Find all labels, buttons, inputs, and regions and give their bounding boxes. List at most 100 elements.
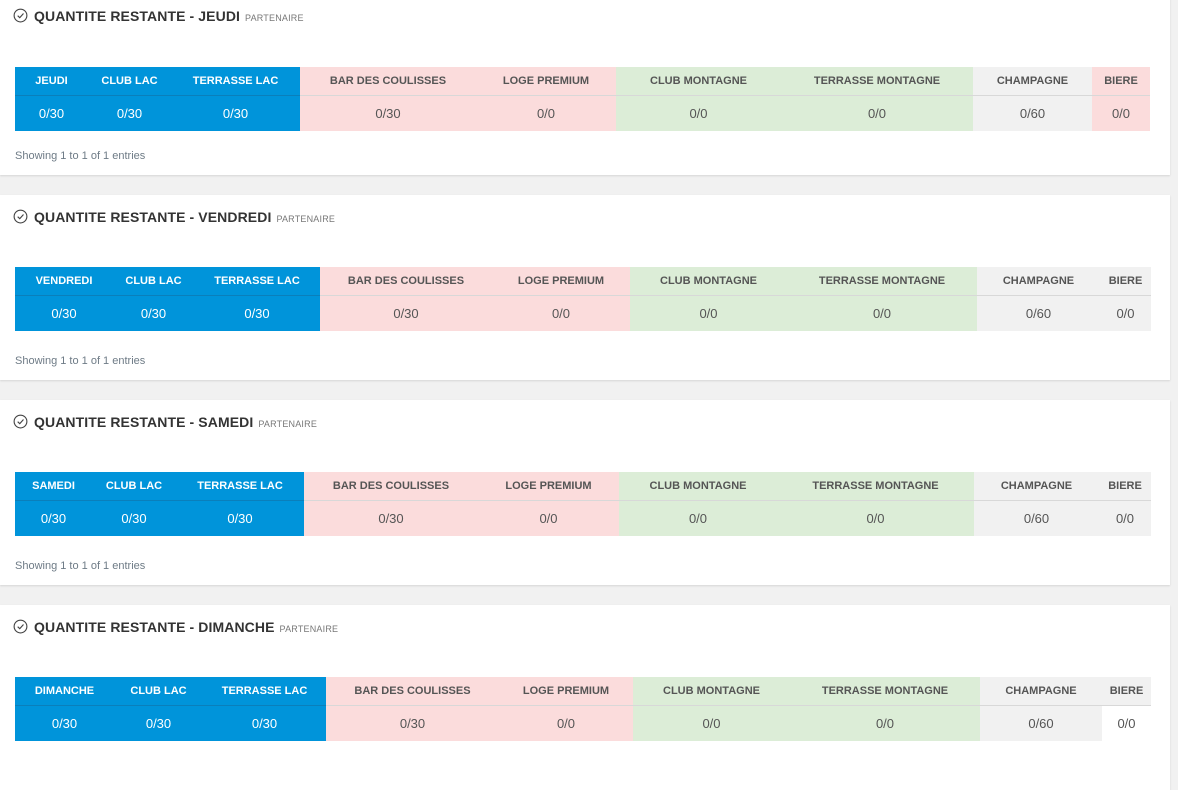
section-subtitle: PARTENAIRE: [245, 13, 304, 23]
table-info: Showing 1 to 1 of 1 entries: [15, 150, 146, 162]
cell-biere: 0/0: [1099, 500, 1151, 536]
cell-club-lac: 0/30: [92, 500, 176, 536]
column-header-day[interactable]: VENDREDI: [15, 267, 113, 296]
column-header-loge-premium[interactable]: LOGE PREMIUM: [499, 677, 633, 706]
table-row: 0/30 0/30 0/30 0/30 0/0 0/0 0/0 0/60 0/0: [15, 500, 1151, 536]
cell-club-lac: 0/30: [114, 705, 203, 741]
cell-terrasse-montagne: 0/0: [790, 705, 980, 741]
cell-terrasse-montagne: 0/0: [777, 500, 974, 536]
quantity-table: JEUDI CLUB LAC TERRASSE LAC BAR DES COUL…: [15, 67, 1150, 131]
cell-terrasse-lac: 0/30: [194, 295, 320, 331]
column-header-club-lac[interactable]: CLUB LAC: [114, 677, 203, 706]
column-header-loge-premium[interactable]: LOGE PREMIUM: [492, 267, 630, 296]
check-circle-icon: [13, 8, 28, 23]
column-header-terrasse-lac[interactable]: TERRASSE LAC: [203, 677, 326, 706]
cell-bar-des-coulisses: 0/30: [304, 500, 478, 536]
cell-club-lac: 0/30: [113, 295, 194, 331]
cell-champagne: 0/60: [974, 500, 1099, 536]
column-header-biere[interactable]: BIERE: [1092, 67, 1150, 96]
column-header-terrasse-montagne[interactable]: TERRASSE MONTAGNE: [777, 472, 974, 501]
column-header-club-lac[interactable]: CLUB LAC: [88, 67, 171, 96]
section-header: QUANTITE RESTANTE - SAMEDI PARTENAIRE: [13, 412, 317, 434]
check-circle-icon: [13, 414, 28, 429]
column-header-champagne[interactable]: CHAMPAGNE: [973, 67, 1092, 96]
column-header-terrasse-lac[interactable]: TERRASSE LAC: [176, 472, 304, 501]
column-header-club-montagne[interactable]: CLUB MONTAGNE: [630, 267, 787, 296]
section-title: QUANTITE RESTANTE - DIMANCHE: [34, 619, 275, 635]
cell-club-montagne: 0/0: [633, 705, 790, 741]
cell-terrasse-montagne: 0/0: [787, 295, 977, 331]
column-header-bar-des-coulisses[interactable]: BAR DES COULISSES: [320, 267, 492, 296]
cell-terrasse-lac: 0/30: [171, 95, 300, 131]
cell-day: 0/30: [15, 705, 114, 741]
section-header: QUANTITE RESTANTE - VENDREDI PARTENAIRE: [13, 207, 335, 229]
cell-loge-premium: 0/0: [499, 705, 633, 741]
cell-terrasse-lac: 0/30: [203, 705, 326, 741]
section-header: QUANTITE RESTANTE - DIMANCHE PARTENAIRE: [13, 617, 338, 639]
column-header-champagne[interactable]: CHAMPAGNE: [980, 677, 1102, 706]
cell-loge-premium: 0/0: [492, 295, 630, 331]
table-row: 0/30 0/30 0/30 0/30 0/0 0/0 0/0 0/60 0/0: [15, 705, 1151, 741]
cell-club-montagne: 0/0: [630, 295, 787, 331]
cell-bar-des-coulisses: 0/30: [320, 295, 492, 331]
column-header-club-lac[interactable]: CLUB LAC: [113, 267, 194, 296]
table-info: Showing 1 to 1 of 1 entries: [15, 355, 146, 367]
quantity-table: DIMANCHE CLUB LAC TERRASSE LAC BAR DES C…: [15, 677, 1151, 741]
cell-champagne: 0/60: [980, 705, 1102, 741]
check-circle-icon: [13, 209, 28, 224]
column-header-loge-premium[interactable]: LOGE PREMIUM: [478, 472, 619, 501]
cell-biere: 0/0: [1102, 705, 1151, 741]
table-header-row: DIMANCHE CLUB LAC TERRASSE LAC BAR DES C…: [15, 677, 1151, 706]
column-header-club-montagne[interactable]: CLUB MONTAGNE: [616, 67, 781, 96]
cell-champagne: 0/60: [973, 95, 1092, 131]
quantity-table: VENDREDI CLUB LAC TERRASSE LAC BAR DES C…: [15, 267, 1151, 331]
cell-day: 0/30: [15, 95, 88, 131]
cell-biere: 0/0: [1100, 295, 1151, 331]
column-header-terrasse-montagne[interactable]: TERRASSE MONTAGNE: [790, 677, 980, 706]
cell-day: 0/30: [15, 500, 92, 536]
table-row: 0/30 0/30 0/30 0/30 0/0 0/0 0/0 0/60 0/0: [15, 295, 1151, 331]
column-header-terrasse-lac[interactable]: TERRASSE LAC: [194, 267, 320, 296]
section-title: QUANTITE RESTANTE - VENDREDI: [34, 209, 272, 225]
section-jeudi: QUANTITE RESTANTE - JEUDI PARTENAIRE JEU…: [0, 0, 1170, 175]
column-header-club-montagne[interactable]: CLUB MONTAGNE: [619, 472, 777, 501]
cell-club-lac: 0/30: [88, 95, 171, 131]
column-header-terrasse-montagne[interactable]: TERRASSE MONTAGNE: [787, 267, 977, 296]
cell-loge-premium: 0/0: [478, 500, 619, 536]
column-header-day[interactable]: JEUDI: [15, 67, 88, 96]
cell-bar-des-coulisses: 0/30: [300, 95, 476, 131]
column-header-terrasse-montagne[interactable]: TERRASSE MONTAGNE: [781, 67, 973, 96]
table-info: Showing 1 to 1 of 1 entries: [15, 560, 146, 572]
column-header-day[interactable]: DIMANCHE: [15, 677, 114, 706]
column-header-club-lac[interactable]: CLUB LAC: [92, 472, 176, 501]
section-samedi: QUANTITE RESTANTE - SAMEDI PARTENAIRE SA…: [0, 400, 1170, 585]
cell-club-montagne: 0/0: [619, 500, 777, 536]
column-header-loge-premium[interactable]: LOGE PREMIUM: [476, 67, 616, 96]
column-header-day[interactable]: SAMEDI: [15, 472, 92, 501]
section-subtitle: PARTENAIRE: [258, 419, 318, 429]
section-header: QUANTITE RESTANTE - JEUDI PARTENAIRE: [13, 6, 304, 28]
section-vendredi: QUANTITE RESTANTE - VENDREDI PARTENAIRE …: [0, 195, 1170, 380]
cell-terrasse-lac: 0/30: [176, 500, 304, 536]
column-header-biere[interactable]: BIERE: [1100, 267, 1151, 296]
cell-biere: 0/0: [1092, 95, 1150, 131]
column-header-biere[interactable]: BIERE: [1102, 677, 1151, 706]
cell-terrasse-montagne: 0/0: [781, 95, 973, 131]
quantity-table: SAMEDI CLUB LAC TERRASSE LAC BAR DES COU…: [15, 472, 1151, 536]
column-header-club-montagne[interactable]: CLUB MONTAGNE: [633, 677, 790, 706]
column-header-bar-des-coulisses[interactable]: BAR DES COULISSES: [304, 472, 478, 501]
column-header-champagne[interactable]: CHAMPAGNE: [974, 472, 1099, 501]
table-header-row: VENDREDI CLUB LAC TERRASSE LAC BAR DES C…: [15, 267, 1151, 296]
cell-loge-premium: 0/0: [476, 95, 616, 131]
cell-day: 0/30: [15, 295, 113, 331]
table-header-row: JEUDI CLUB LAC TERRASSE LAC BAR DES COUL…: [15, 67, 1150, 96]
table-header-row: SAMEDI CLUB LAC TERRASSE LAC BAR DES COU…: [15, 472, 1151, 501]
section-dimanche: QUANTITE RESTANTE - DIMANCHE PARTENAIRE …: [0, 605, 1170, 790]
check-circle-icon: [13, 619, 28, 634]
section-subtitle: PARTENAIRE: [279, 624, 339, 634]
column-header-bar-des-coulisses[interactable]: BAR DES COULISSES: [326, 677, 499, 706]
column-header-biere[interactable]: BIERE: [1099, 472, 1151, 501]
column-header-champagne[interactable]: CHAMPAGNE: [977, 267, 1100, 296]
column-header-bar-des-coulisses[interactable]: BAR DES COULISSES: [300, 67, 476, 96]
column-header-terrasse-lac[interactable]: TERRASSE LAC: [171, 67, 300, 96]
